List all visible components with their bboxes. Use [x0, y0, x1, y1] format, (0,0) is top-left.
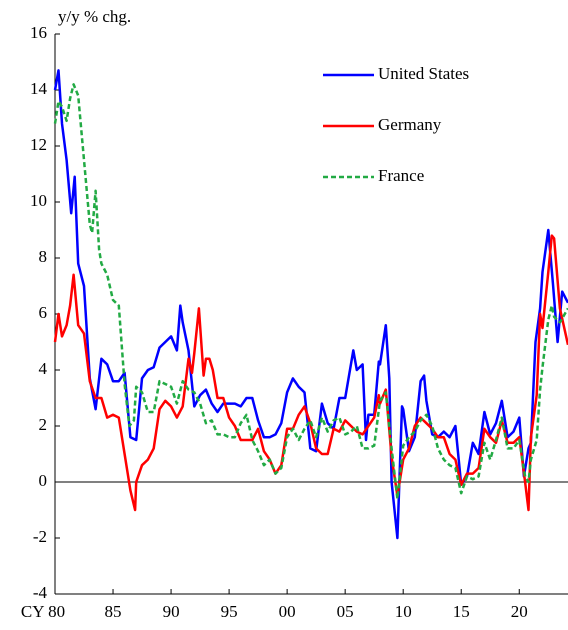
y-tick-label: 16: [30, 23, 47, 42]
x-tick-label: 00: [279, 602, 296, 621]
y-tick-label: 10: [30, 191, 47, 210]
x-tick-label: 05: [337, 602, 354, 621]
x-tick-label: 85: [105, 602, 122, 621]
x-tick-label: 20: [511, 602, 528, 621]
line-series: [53, 69, 568, 540]
x-tick-label: 95: [221, 602, 238, 621]
line-series: [53, 83, 568, 501]
x-tick-label: CY 80: [21, 602, 65, 621]
y-tick-label: 6: [39, 303, 48, 322]
y-axis-label: y/y % chg.: [58, 7, 131, 26]
y-tick-label: 4: [39, 359, 48, 378]
legend-label: United States: [378, 64, 469, 83]
legend-label: France: [378, 166, 424, 185]
y-tick-label: 12: [30, 135, 47, 154]
y-tick-label: 2: [39, 415, 48, 434]
y-tick-label: 14: [30, 79, 48, 98]
y-tick-label: 8: [39, 247, 48, 266]
x-tick-label: 90: [163, 602, 180, 621]
x-tick-label: 10: [395, 602, 412, 621]
x-tick-label: 15: [453, 602, 470, 621]
legend-label: Germany: [378, 115, 442, 134]
y-tick-label: 0: [39, 471, 48, 490]
y-tick-label: -4: [33, 583, 48, 602]
line-series: [53, 234, 568, 512]
y-tick-label: -2: [33, 527, 47, 546]
